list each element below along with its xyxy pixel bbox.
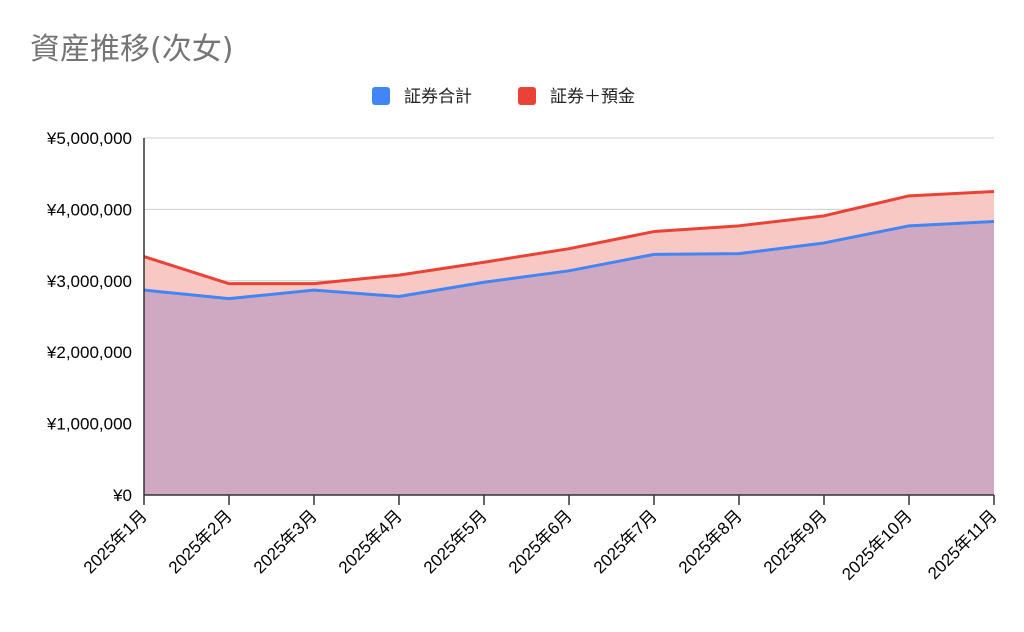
y-tick-label: ¥0 (112, 486, 132, 505)
x-tick-label: 2025年4月 (335, 506, 406, 577)
x-tick-label: 2025年10月 (838, 506, 916, 584)
y-tick-label: ¥2,000,000 (46, 343, 132, 362)
y-tick-label: ¥1,000,000 (46, 415, 132, 434)
x-tick-label: 2025年1月 (80, 506, 151, 577)
x-tick-label: 2025年8月 (675, 506, 746, 577)
y-tick-label: ¥3,000,000 (46, 272, 132, 291)
series-line-deposits (143, 190, 995, 286)
area-fill-upper (144, 191, 994, 299)
series-line-securities (143, 220, 995, 301)
legend-label: 証券＋預金 (550, 87, 635, 107)
area-fill-lower (144, 221, 994, 495)
y-tick-label: ¥5,000,000 (46, 129, 132, 148)
x-tick-label: 2025年11月 (924, 506, 1001, 583)
x-tick-label: 2025年6月 (505, 506, 576, 577)
legend-label: 証券合計 (404, 87, 472, 107)
legend-swatch (372, 87, 390, 105)
chart-title: 資産推移(次女) (30, 32, 234, 67)
legend-swatch (518, 87, 536, 105)
x-tick-label: 2025年2月 (165, 506, 236, 577)
x-tick-label: 2025年3月 (250, 506, 321, 577)
x-tick-label: 2025年9月 (760, 506, 831, 577)
x-tick-label: 2025年5月 (420, 506, 491, 577)
y-tick-label: ¥4,000,000 (46, 200, 132, 219)
x-tick-label: 2025年7月 (590, 506, 661, 577)
